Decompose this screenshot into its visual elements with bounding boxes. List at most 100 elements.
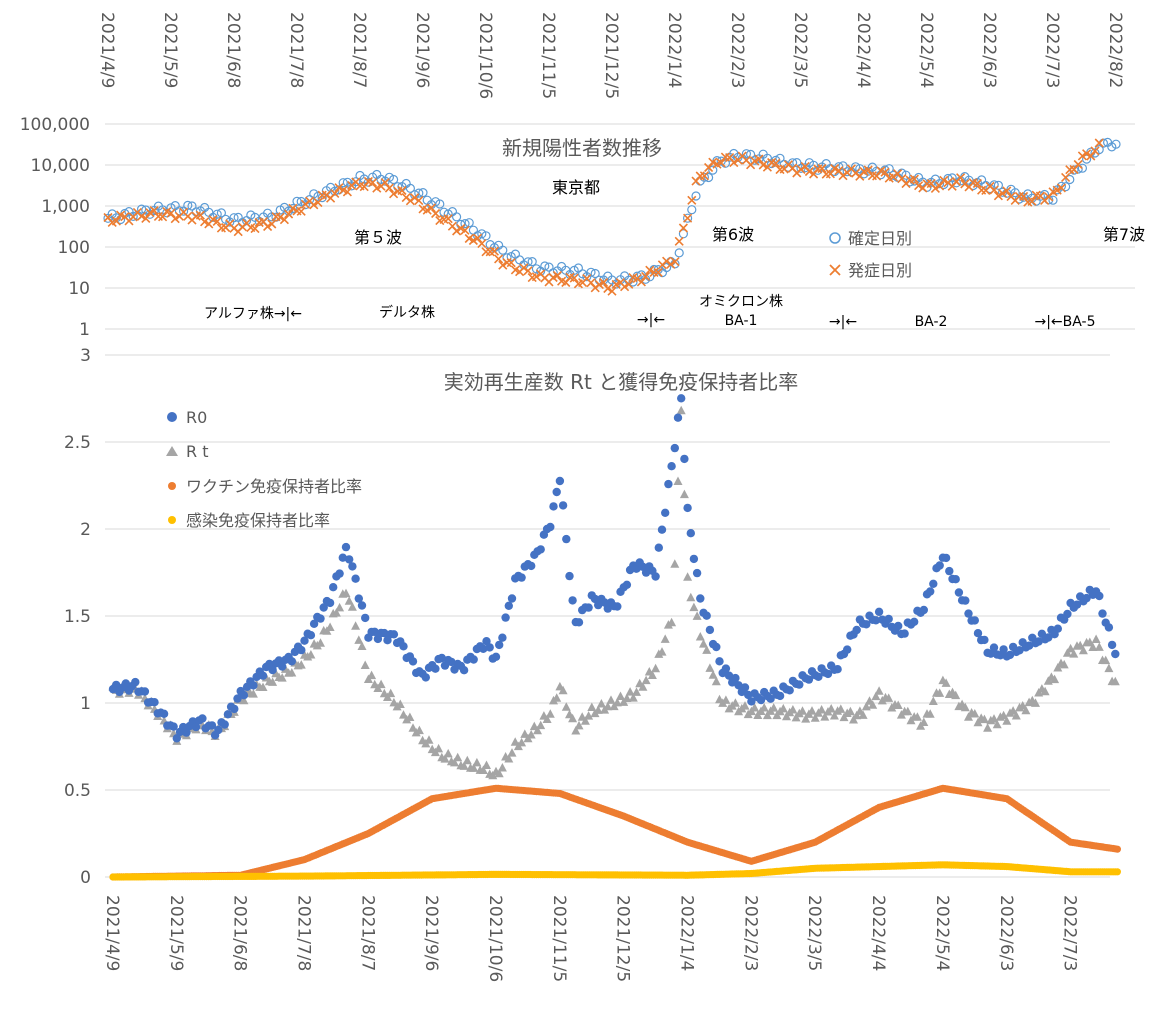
point-hassho (993, 191, 1003, 201)
point-rt (462, 755, 472, 765)
point-kakutei (435, 199, 445, 209)
strain-ba5: →|←BA-5 (1034, 314, 1095, 330)
point-rt (612, 697, 622, 707)
bottom-x-tick-label: 2022/5/4 (932, 895, 952, 971)
bottom-x-tick-label: 2022/1/4 (677, 895, 697, 971)
bottom-y-tick-label: 0 (80, 868, 91, 888)
bottom-y-tick-label: 1 (80, 694, 91, 714)
point-r0 (804, 675, 814, 684)
point-r0 (852, 625, 861, 635)
point-rt (542, 714, 552, 723)
point-hassho (389, 189, 399, 199)
point-rt (702, 645, 712, 654)
point-r0 (1072, 600, 1082, 609)
point-r0 (399, 642, 408, 651)
point-rt (306, 650, 316, 659)
point-hassho (1027, 196, 1037, 206)
point-kakutei (787, 158, 798, 168)
point-hassho (729, 158, 739, 168)
point-rt (992, 719, 1002, 729)
point-hassho (212, 216, 222, 226)
point-r0 (230, 704, 239, 714)
point-kakutei (376, 174, 386, 184)
point-kakutei (1014, 194, 1025, 204)
point-kakutei (1077, 163, 1088, 173)
point-kakutei (498, 245, 508, 255)
point-r0 (683, 503, 692, 513)
point-rt (632, 687, 641, 696)
point-r0 (980, 635, 989, 645)
top-x-tick-label: 2022/4/4 (853, 12, 873, 88)
point-hassho (620, 282, 630, 292)
point-hassho (452, 226, 462, 236)
point-rt (1075, 640, 1085, 650)
point-r0 (459, 666, 469, 675)
point-rt (1101, 655, 1111, 665)
point-r0 (380, 628, 389, 638)
top-x-tick-label: 2022/8/2 (1105, 12, 1125, 88)
point-rt (1066, 643, 1076, 653)
point-hassho (989, 185, 999, 195)
point-r0 (198, 714, 207, 723)
region-label: 東京都 (552, 178, 600, 197)
point-r0 (1024, 641, 1034, 650)
point-hassho (443, 214, 453, 224)
legend-marker-r0 (167, 412, 177, 422)
point-r0 (632, 564, 641, 573)
point-hassho (624, 279, 634, 289)
point-kakutei (288, 203, 298, 214)
point-kakutei (682, 213, 693, 223)
point-kakutei (905, 177, 915, 187)
point-kakutei (540, 261, 550, 271)
point-kakutei (174, 206, 184, 216)
top-y-tick-label: 10,000 (31, 156, 90, 176)
point-hassho (431, 208, 441, 219)
point-rt (928, 696, 938, 705)
point-rt (871, 691, 881, 701)
point-kakutei (468, 225, 478, 235)
point-r0 (562, 534, 571, 544)
point-r0 (121, 679, 130, 688)
point-r0 (584, 603, 593, 612)
top-x-tick-label: 2021/12/5 (601, 12, 621, 99)
point-r0 (1095, 591, 1104, 601)
point-rt (651, 663, 661, 673)
point-rt (1069, 649, 1079, 658)
point-r0 (823, 669, 833, 679)
point-r0 (555, 476, 565, 486)
point-rt (689, 602, 699, 612)
strain-alpha: アルファ株→|← (204, 306, 302, 322)
point-r0 (389, 630, 399, 639)
point-rt (845, 706, 855, 716)
point-hassho (683, 213, 693, 223)
point-rt (699, 639, 708, 648)
point-r0 (941, 553, 951, 563)
point-kakutei (481, 231, 491, 241)
bottom-x-tick-label: 2021/9/6 (421, 895, 441, 971)
point-hassho (250, 224, 260, 234)
point-r0 (721, 664, 731, 673)
point-rt (705, 663, 715, 672)
top-y-tick-label: 10 (68, 279, 90, 299)
point-rt (750, 703, 760, 712)
top-x-tick-label: 2021/8/7 (349, 12, 369, 88)
top-x-tick-label: 2022/2/3 (727, 12, 747, 88)
point-r0 (689, 554, 699, 564)
point-hassho (477, 239, 487, 249)
point-hassho (817, 163, 827, 174)
point-rt (497, 763, 507, 772)
point-rt (558, 685, 568, 695)
wave-label-7: 第7波 (1103, 225, 1145, 244)
point-rt (571, 726, 581, 735)
top-x-tick-label: 2021/10/6 (475, 12, 495, 99)
point-rt (335, 602, 345, 612)
point-r0 (715, 657, 724, 666)
point-rt (941, 678, 951, 687)
point-hassho (523, 266, 533, 276)
point-rt (367, 670, 377, 680)
point-r0 (568, 596, 577, 605)
point-rt (711, 676, 721, 686)
point-kakutei (838, 161, 848, 171)
point-rt (482, 760, 491, 769)
point-rt (405, 712, 415, 721)
